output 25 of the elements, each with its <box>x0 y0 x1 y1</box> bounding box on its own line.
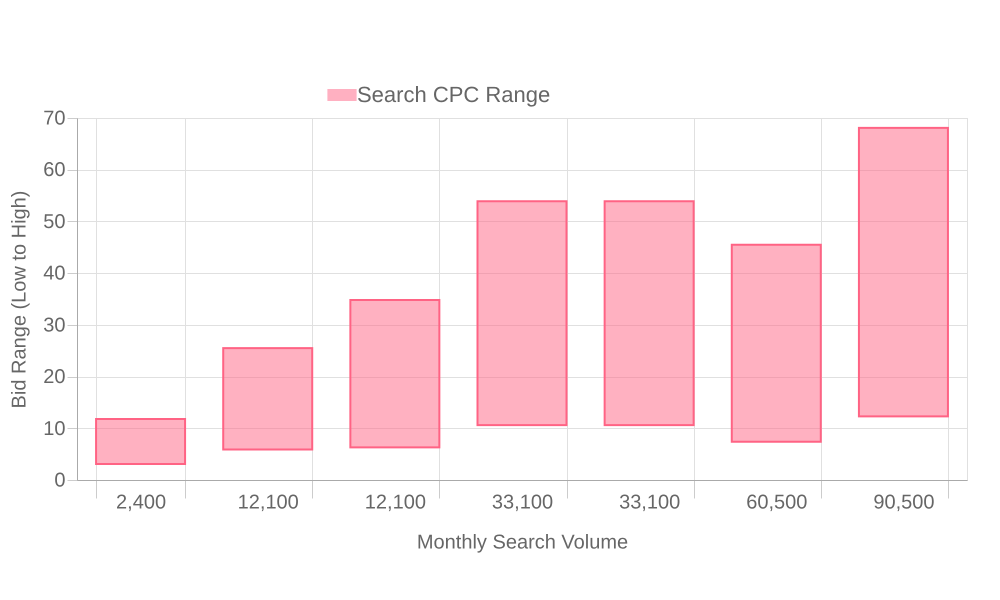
x-tick-label: 33,100 <box>492 492 554 514</box>
x-axis-title: Monthly Search Volume <box>416 532 628 554</box>
y-tick-label: 70 <box>43 108 66 130</box>
y-tick-label: 40 <box>43 262 66 285</box>
bar <box>349 299 440 448</box>
bar <box>730 244 822 443</box>
x-tick-label: 33,100 <box>619 492 680 514</box>
y-axis-title: Bid Range (Low to High) <box>8 190 30 408</box>
bar <box>476 200 568 426</box>
y-tick-label: 0 <box>54 470 66 492</box>
legend-label: Search CPC Range <box>357 82 550 107</box>
y-tick-label: 50 <box>43 210 66 233</box>
x-tick-label: 12,100 <box>364 492 426 514</box>
y-tick-label: 60 <box>43 159 66 182</box>
bar <box>95 418 186 465</box>
x-tick-label: 90,500 <box>873 492 935 514</box>
y-tick-label: 30 <box>43 314 66 336</box>
bar <box>604 200 695 426</box>
x-tick-label: 60,500 <box>746 492 808 514</box>
bar <box>858 126 949 418</box>
x-tick-label: 12,100 <box>238 492 299 514</box>
x-tick-label: 2,400 <box>116 492 166 514</box>
y-tick-label: 20 <box>43 366 66 388</box>
y-tick-label: 10 <box>43 418 66 440</box>
bar <box>222 347 314 450</box>
